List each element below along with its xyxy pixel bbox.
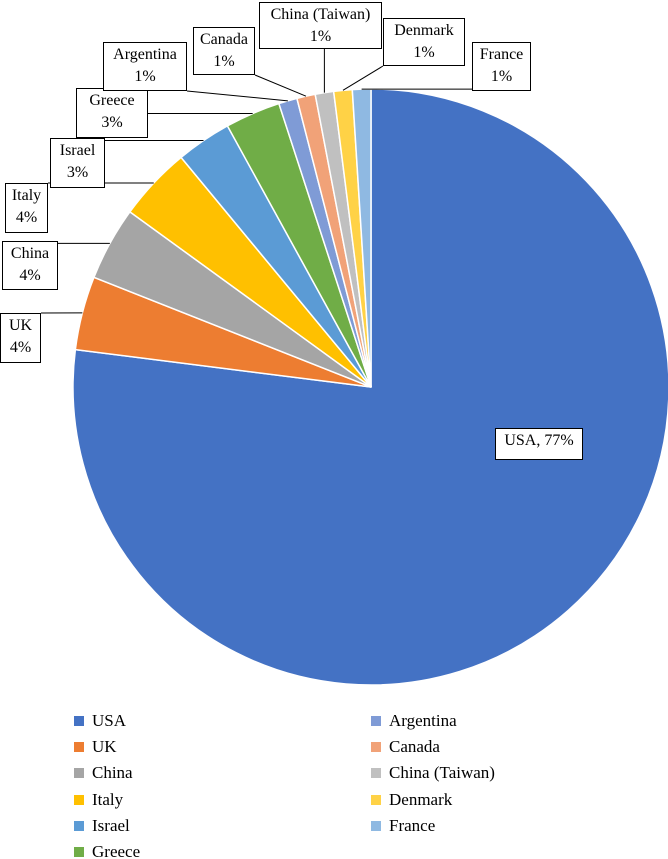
data-label: Greece 3% xyxy=(76,88,148,138)
data-label: China (Taiwan) 1% xyxy=(259,2,382,49)
legend-swatch xyxy=(371,742,381,753)
data-label: Denmark 1% xyxy=(383,18,465,66)
legend-swatch xyxy=(74,768,84,779)
leader-line xyxy=(342,65,384,91)
legend-label: China xyxy=(92,763,133,783)
data-label: France 1% xyxy=(472,42,531,91)
data-label: Italy 4% xyxy=(5,183,48,233)
legend-label: France xyxy=(389,815,436,835)
legend-swatch xyxy=(371,716,381,726)
legend-swatch xyxy=(74,716,84,726)
data-label: China 4% xyxy=(2,241,58,290)
legend-swatch xyxy=(74,847,84,857)
legend-label: UK xyxy=(92,737,117,757)
legend-swatch xyxy=(371,820,381,831)
data-label: Israel 3% xyxy=(50,138,105,188)
legend-label: Canada xyxy=(389,737,440,757)
legend-swatch xyxy=(371,794,381,805)
legend-swatch xyxy=(74,794,84,805)
leader-line xyxy=(254,74,307,97)
data-label: Argentina 1% xyxy=(103,42,187,91)
data-label: USA, 77% xyxy=(495,428,583,460)
legend-swatch xyxy=(74,742,84,753)
legend-swatch xyxy=(371,768,381,779)
legend-label: Italy xyxy=(92,789,124,809)
data-label: Canada 1% xyxy=(193,27,255,75)
legend-label: China (Taiwan) xyxy=(389,763,495,783)
legend-label: Denmark xyxy=(389,789,453,809)
legend-label: Israel xyxy=(92,815,130,835)
legend-label: Greece xyxy=(92,842,141,859)
legend-label: USA xyxy=(92,711,127,730)
legend-swatch xyxy=(74,820,84,831)
data-label: UK 4% xyxy=(0,313,41,363)
leader-line xyxy=(186,90,288,102)
legend-label: Argentina xyxy=(389,711,457,730)
